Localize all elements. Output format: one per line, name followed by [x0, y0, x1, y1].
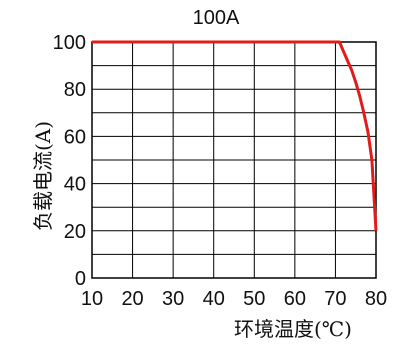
y-axis-label: 负载电流(A): [31, 121, 55, 231]
x-tick-label: 80: [365, 288, 387, 310]
x-tick-label: 50: [243, 288, 265, 310]
x-tick-label: 30: [162, 288, 184, 310]
x-tick-label: 40: [203, 288, 225, 310]
y-tick-labels: 0 20 40 60 80 100: [53, 32, 86, 290]
grid: [92, 42, 376, 278]
x-tick-label: 60: [284, 288, 306, 310]
y-tick-label: 100: [53, 32, 86, 54]
series-line: [92, 40, 378, 231]
y-tick-label: 0: [75, 268, 86, 290]
y-tick-label: 60: [64, 126, 86, 148]
chart-title: 100A: [193, 7, 240, 29]
x-tick-label: 70: [324, 288, 346, 310]
y-tick-label: 20: [64, 221, 86, 243]
y-tick-label: 80: [64, 79, 86, 101]
x-axis-label: 环境温度(℃): [234, 317, 352, 341]
series: [92, 40, 378, 231]
x-tick-label: 10: [81, 288, 103, 310]
x-tick-label: 20: [121, 288, 143, 310]
x-tick-labels: 10 20 30 40 50 60 70 80: [81, 288, 387, 310]
y-tick-label: 40: [64, 174, 86, 196]
